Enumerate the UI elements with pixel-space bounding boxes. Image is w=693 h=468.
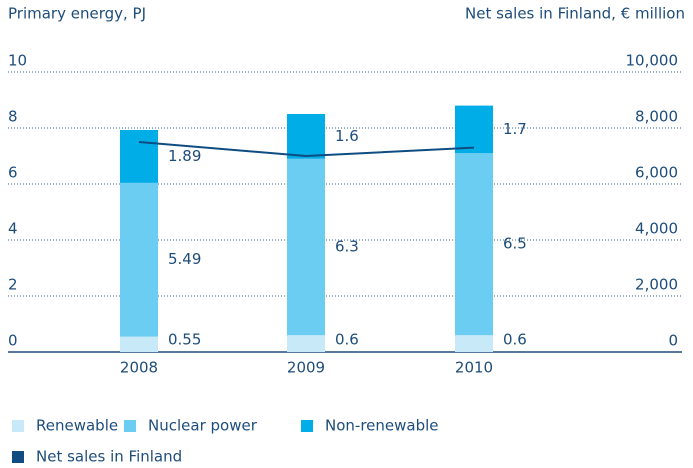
- legend-swatch: [12, 451, 24, 463]
- bar-segment: [120, 182, 158, 337]
- bar-segment: [287, 335, 325, 352]
- data-label: 1.6: [335, 127, 359, 145]
- y2-tick-label: 8,000: [635, 108, 678, 126]
- y-tick-label: 6: [8, 164, 18, 182]
- legend-label: Renewable: [36, 417, 118, 435]
- legend-swatch: [124, 420, 136, 432]
- bar-segment: [120, 129, 158, 183]
- data-label: 6.5: [503, 235, 527, 253]
- bar-segment: [455, 105, 493, 154]
- data-label: 0.55: [168, 331, 201, 349]
- legend-label: Net sales in Finland: [36, 448, 182, 466]
- data-label: 0.6: [503, 331, 527, 349]
- y2-tick-label: 10,000: [626, 52, 679, 70]
- x-tick-label: 2008: [120, 359, 158, 377]
- legend-swatch: [12, 420, 24, 432]
- bar-segment: [287, 114, 325, 159]
- data-label: 6.3: [335, 238, 359, 256]
- data-label: 5.49: [168, 250, 201, 268]
- y-axis-title: Primary energy, PJ: [8, 5, 146, 23]
- bar-segment: [287, 158, 325, 336]
- x-tick-label: 2009: [287, 359, 325, 377]
- legend-label: Nuclear power: [148, 417, 258, 435]
- y-tick-label: 8: [8, 108, 18, 126]
- y-tick-label: 2: [8, 276, 18, 294]
- legend-label: Non-renewable: [325, 417, 439, 435]
- y2-axis-title: Net sales in Finland, € million: [465, 5, 685, 23]
- bar-segment: [455, 153, 493, 336]
- bar-segment: [120, 336, 158, 352]
- data-label: 1.89: [168, 147, 201, 165]
- data-label: 0.6: [335, 331, 359, 349]
- y2-tick-label: 2,000: [635, 276, 678, 294]
- y2-tick-label: 0: [668, 332, 678, 350]
- x-tick-label: 2010: [455, 359, 493, 377]
- data-label: 1.7: [503, 120, 527, 138]
- y-tick-label: 0: [8, 332, 18, 350]
- bar-segment: [455, 335, 493, 352]
- y-tick-label: 10: [8, 52, 27, 70]
- y2-tick-label: 6,000: [635, 164, 678, 182]
- legend-swatch: [301, 420, 313, 432]
- line-series: [138, 141, 475, 158]
- y2-tick-label: 4,000: [635, 220, 678, 238]
- y-tick-label: 4: [8, 220, 18, 238]
